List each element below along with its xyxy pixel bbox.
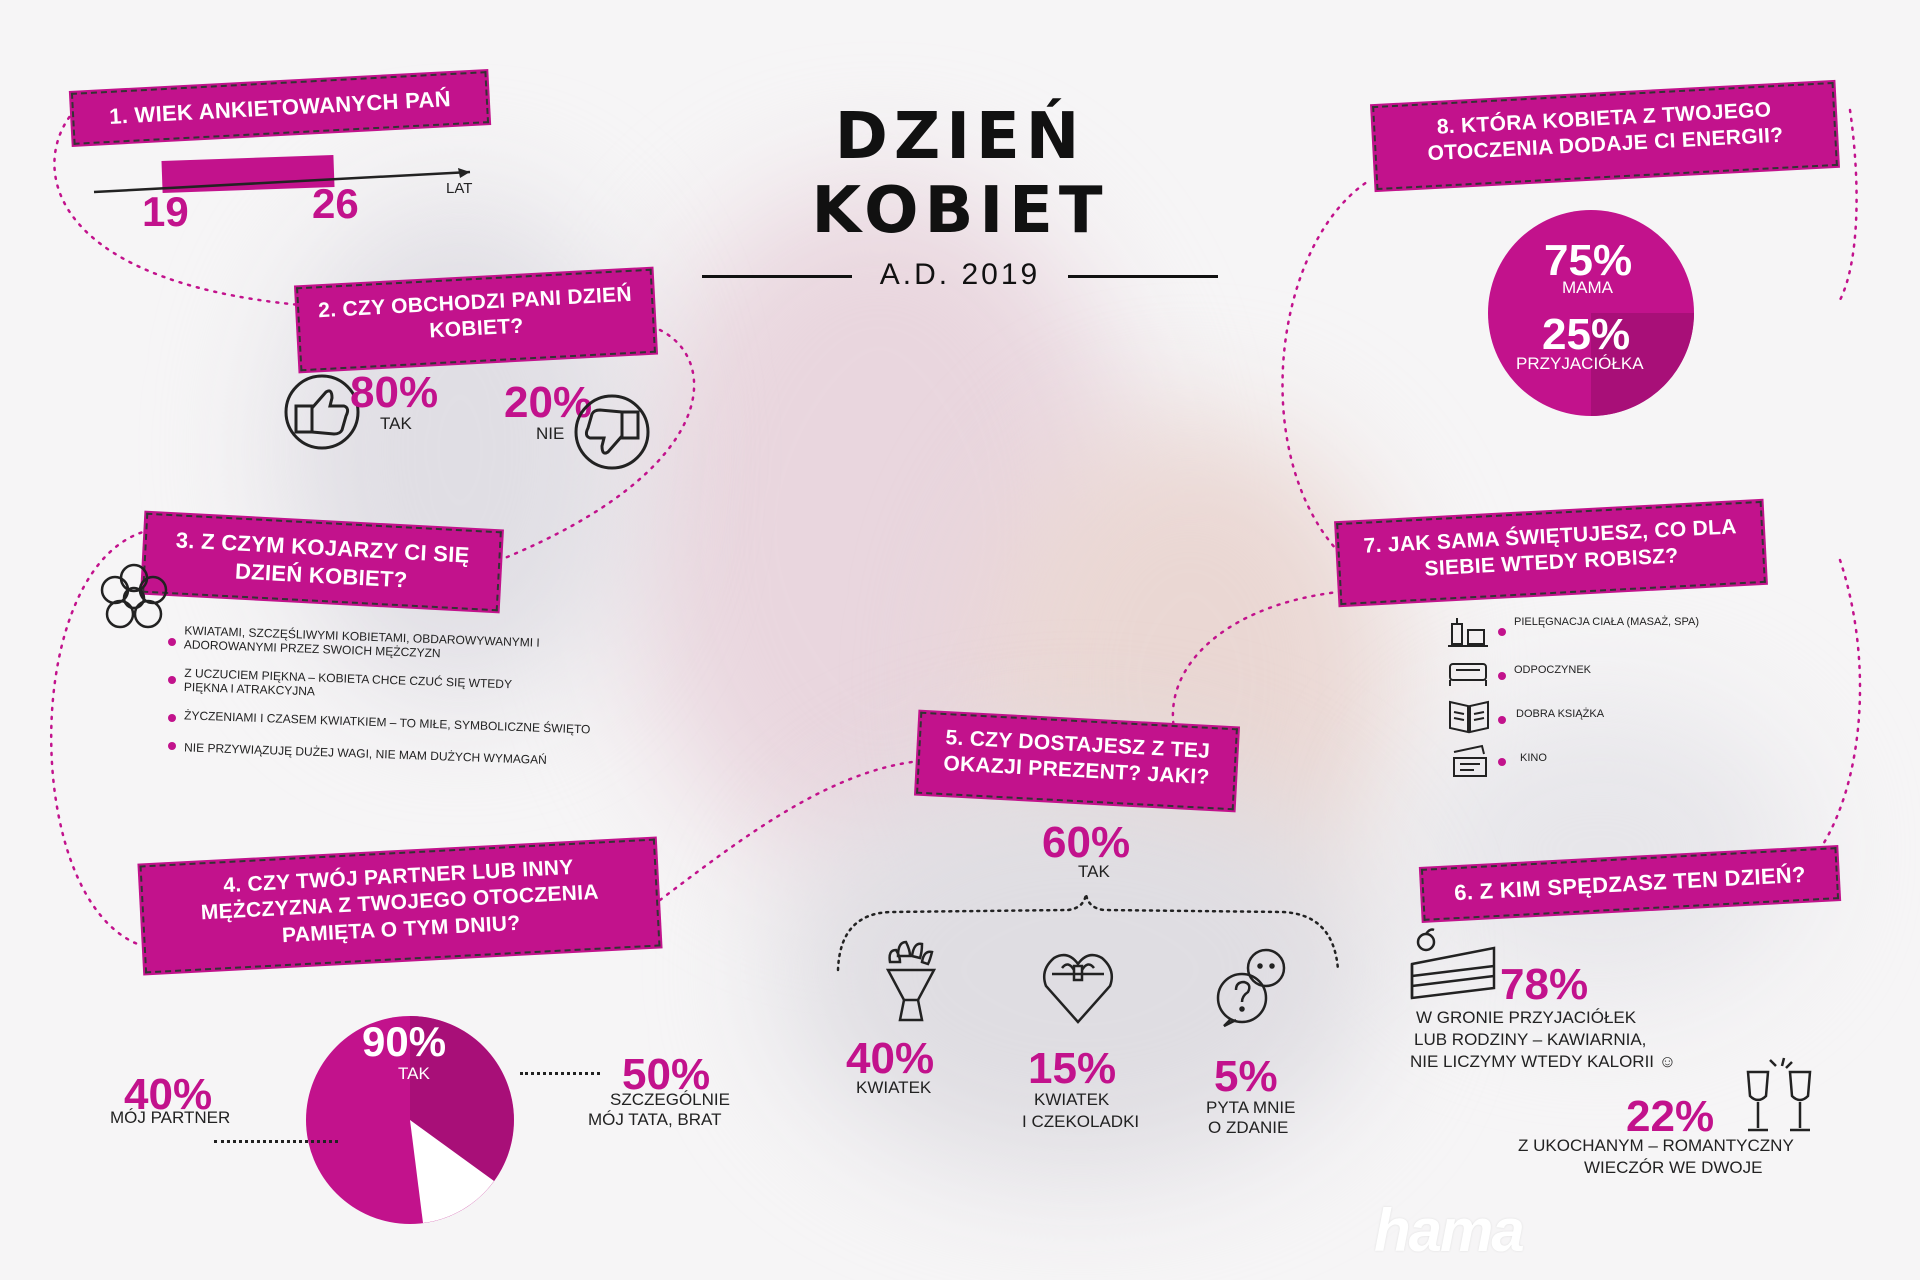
q4-right-label-2: MÓJ TATA, BRAT <box>588 1110 722 1129</box>
hama-logo: hama <box>1374 1197 1525 1264</box>
q5-option-1-pct: 40% <box>846 1034 935 1083</box>
q4-left-pct: 40% <box>124 1070 213 1119</box>
q7-bullet-3 <box>1498 716 1506 724</box>
age-to: 26 <box>312 180 359 227</box>
q6-a-label-1: W GRONIE PRZYJACIÓŁEK <box>1416 1008 1637 1027</box>
q7-bullet-2 <box>1498 672 1506 680</box>
q4-right-pct: 50% <box>622 1050 711 1099</box>
q6-a-label-2: LUB RODZINY – KAWIARNIA, <box>1414 1030 1647 1049</box>
q5-yes-pct: 60% <box>1042 818 1131 867</box>
age-timeline <box>90 150 480 194</box>
q7-title: 7. JAK SAMA ŚWIĘTUJESZ, CO DLA SIEBIE WT… <box>1363 515 1738 581</box>
q7-item-1: PIELĘGNACJA CIAŁA (MASAŻ, SPA) <box>1514 616 1700 628</box>
q6-a-label-3: NIE LICZYMY WTEDY KALORII ☺ <box>1410 1052 1677 1071</box>
q8-title: 8. KTÓRA KOBIETA Z TWOJEGO OTOCZENIA DOD… <box>1427 98 1784 166</box>
q5-title: 5. CZY DOSTAJESZ Z TEJ OKAZJI PREZENT? J… <box>942 726 1211 790</box>
q2-yes-label: TAK <box>380 414 412 433</box>
q4-center-pct: 90% <box>362 1018 447 1065</box>
q8-a-pct: 75% <box>1544 236 1633 285</box>
q8-pie-slice-dark <box>1591 313 1694 416</box>
q5-option-2-label-1: KWIATEK <box>1034 1090 1110 1109</box>
q4-right-label-1: SZCZEGÓLNIE <box>610 1090 730 1109</box>
q7-item-4: KINO <box>1520 752 1547 764</box>
book-icon <box>1449 700 1489 734</box>
q4-pie-chart <box>306 1016 514 1224</box>
age-from: 19 <box>142 188 189 235</box>
q7-item-2: ODPOCZYNEK <box>1514 664 1592 676</box>
sofa-icon <box>1449 663 1487 686</box>
q2-title: 2. CZY OBCHODZI PANI DZIEŃ KOBIET? <box>317 282 633 343</box>
q5-option-3-pct: 5% <box>1214 1052 1278 1101</box>
spa-candle-icon <box>1448 618 1488 647</box>
champagne-glasses-icon <box>1746 1057 1812 1132</box>
q6-title: 6. Z KIM SPĘDZASZ TEN DZIEŃ? <box>1453 861 1807 906</box>
q4-left-connector <box>214 1140 338 1143</box>
chat-question-icon <box>1216 948 1286 1028</box>
q3-bullet-4 <box>168 742 176 750</box>
q2-yes-pct: 80% <box>350 368 439 417</box>
infographic-title: DZIEŃ KOBIET A.D. 2019 <box>690 100 1230 292</box>
q5-option-1-label: KWIATEK <box>856 1078 932 1097</box>
q3-bullet-3 <box>168 714 176 722</box>
q4-right-connector <box>520 1072 600 1075</box>
q3-bullet-1 <box>168 638 176 646</box>
q1-title: 1. WIEK ANKIETOWANYCH PAŃ <box>108 86 452 129</box>
q5-option-2-label-2: I CZEKOLADKI <box>1022 1112 1140 1131</box>
q4-title: 4. CZY TWÓJ PARTNER LUB INNY MĘŻCZYZNA Z… <box>200 855 600 947</box>
q3-title: 3. Z CZYM KOJARZY CI SIĘ DZIEŃ KOBIET? <box>175 527 471 592</box>
cinema-tickets-icon <box>1453 744 1487 777</box>
q6-b-label-2: WIECZÓR WE DWOJE <box>1584 1158 1763 1177</box>
q6-b-pct: 22% <box>1626 1092 1715 1141</box>
age-axis <box>93 168 471 194</box>
q2-no-label: NIE <box>536 424 565 443</box>
q7-item-3: DOBRA KSIĄŻKA <box>1516 708 1605 720</box>
page-title: DZIEŃ KOBIET <box>811 100 1109 248</box>
q8-pie-chart <box>1488 210 1694 416</box>
q5-yes-label: TAK <box>1078 862 1110 881</box>
q4-center-label: TAK <box>398 1064 430 1083</box>
q6-b-label-1: Z UKOCHANYM – ROMANTYCZNY <box>1518 1136 1794 1155</box>
q2-banner: 2. CZY OBCHODZI PANI DZIEŃ KOBIET? <box>293 266 659 374</box>
bouquet-icon <box>885 940 937 1022</box>
q5-option-3-label-1: PYTA MNIE <box>1206 1098 1296 1117</box>
q7-bullet-4 <box>1498 758 1506 766</box>
q8-b-pct: 25% <box>1542 310 1631 359</box>
q6-a-pct: 78% <box>1500 960 1589 1009</box>
age-unit: LAT <box>446 180 473 197</box>
cake-slice-icon <box>1410 928 1496 1000</box>
thumbs-up-icon <box>284 374 360 450</box>
q5-option-3-label-2: O ZDANIE <box>1208 1118 1289 1137</box>
q7-bullet-1 <box>1498 628 1506 636</box>
q5-banner: 5. CZY DOSTAJESZ Z TEJ OKAZJI PREZENT? J… <box>913 709 1241 813</box>
q8-a-label: MAMA <box>1562 278 1613 297</box>
q5-option-2-pct: 15% <box>1028 1044 1117 1093</box>
q5-brace <box>836 893 1340 972</box>
thumbs-down-icon <box>574 394 650 470</box>
flower-icon <box>100 563 168 629</box>
heart-box-icon <box>1043 953 1113 1024</box>
q4-left-label: MÓJ PARTNER <box>110 1108 231 1127</box>
q4-pie-slice-dark <box>410 1016 514 1181</box>
q4-pie-slice-white <box>410 1120 494 1223</box>
q8-b-label: PRZYJACIÓŁKA <box>1516 354 1644 373</box>
q3-bullet-2 <box>168 676 176 684</box>
page-subtitle: A.D. 2019 <box>690 258 1230 292</box>
